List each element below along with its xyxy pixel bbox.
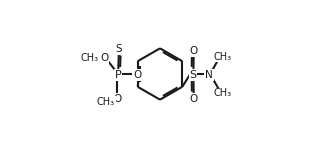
Text: N: N	[205, 70, 213, 80]
Text: CH₃: CH₃	[213, 52, 231, 62]
Text: S: S	[116, 44, 122, 54]
Text: O: O	[189, 94, 198, 104]
Text: O: O	[100, 53, 108, 63]
Text: CH₃: CH₃	[213, 88, 231, 98]
Text: CH₃: CH₃	[97, 97, 115, 107]
Text: O: O	[133, 70, 141, 80]
Text: P: P	[115, 70, 122, 80]
Text: CH₃: CH₃	[81, 53, 99, 63]
Text: S: S	[189, 70, 196, 80]
Text: O: O	[189, 46, 198, 56]
Text: O: O	[113, 94, 122, 104]
